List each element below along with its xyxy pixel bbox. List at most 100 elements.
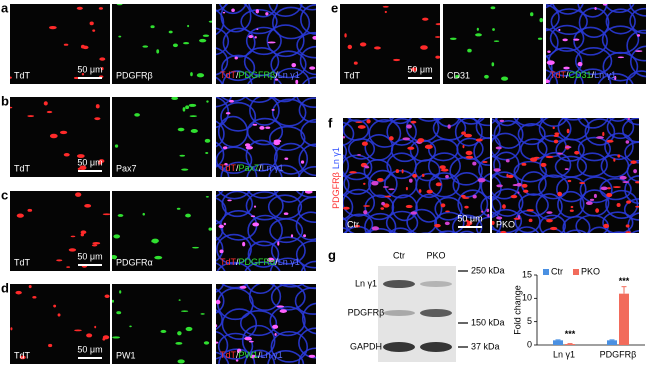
image-label: PDGFRβ bbox=[116, 70, 153, 80]
micrograph-signal bbox=[114, 97, 211, 171]
micrograph-signal bbox=[216, 97, 316, 177]
merge-label: TdT/PDGFRβ/Ln γ1 bbox=[220, 70, 300, 80]
merge-label-part: / bbox=[592, 70, 595, 80]
significance: *** bbox=[565, 329, 576, 339]
blot-row-label: PDGFRβ bbox=[348, 307, 385, 317]
micrograph bbox=[340, 4, 440, 84]
panel-letter: e bbox=[331, 0, 338, 15]
image-label: TdT bbox=[344, 70, 361, 80]
micrograph-signal bbox=[10, 101, 105, 171]
merge-label-part: TdT bbox=[220, 70, 237, 80]
merge-label: TdT/PW1/Ln γ1 bbox=[220, 350, 283, 360]
merge-label: TdT/CD31/Ln γ1 bbox=[550, 70, 616, 80]
panel-letter: b bbox=[1, 93, 9, 108]
image-label: TdT bbox=[14, 163, 31, 173]
blot-row-label: GAPDH bbox=[350, 341, 382, 351]
merge-label-part: / bbox=[275, 70, 278, 80]
merge-label-part: / bbox=[258, 350, 261, 360]
x-tick-label: Ln γ1 bbox=[553, 349, 575, 359]
panel-letter: c bbox=[1, 187, 8, 202]
legend-label: PKO bbox=[581, 266, 600, 276]
merge-label-part: / bbox=[259, 163, 262, 173]
micrograph bbox=[216, 284, 316, 364]
side-label: PDGFRβ Ln γ1 bbox=[331, 147, 341, 209]
merge-label-part: TdT bbox=[220, 350, 237, 360]
y-axis-label: Fold change bbox=[512, 285, 522, 335]
merge-label-part: / bbox=[236, 257, 239, 267]
blot-column-label: PKO bbox=[426, 250, 445, 260]
micrograph-signal bbox=[112, 195, 212, 260]
micrograph-signal bbox=[449, 6, 543, 81]
micrograph bbox=[10, 284, 110, 364]
image-label: PDGFRα bbox=[116, 257, 153, 267]
blot-band bbox=[383, 342, 415, 352]
merge-label-part: / bbox=[236, 163, 239, 173]
micrograph bbox=[112, 97, 212, 177]
side-label-part: Ln γ1 bbox=[331, 147, 341, 169]
merge-label-part: PW1 bbox=[239, 350, 259, 360]
scale-bar-label: 50 μm bbox=[77, 251, 102, 261]
panel-letter: d bbox=[1, 280, 9, 295]
micrograph-signal bbox=[492, 118, 639, 233]
bar bbox=[607, 340, 617, 345]
panel-letter: g bbox=[328, 247, 336, 262]
merge-label-part: TdT bbox=[550, 70, 567, 80]
y-tick-label: 15 bbox=[522, 269, 532, 279]
scale-bar-label: 50 μm bbox=[77, 64, 102, 74]
bar bbox=[619, 293, 629, 345]
image-label: PKO bbox=[496, 219, 515, 229]
side-label-part: PDGFRβ bbox=[331, 172, 341, 209]
y-tick-label: 5 bbox=[527, 316, 532, 326]
merge-label-part: / bbox=[236, 350, 239, 360]
merge-label-part: Ln γ1 bbox=[594, 70, 616, 80]
image-label: PW1 bbox=[116, 350, 136, 360]
micrograph bbox=[443, 4, 543, 84]
merge-label-part: / bbox=[566, 70, 569, 80]
micrograph bbox=[10, 191, 110, 271]
merge-label-part: CD31 bbox=[569, 70, 592, 80]
blot-band bbox=[420, 342, 452, 352]
legend-swatch bbox=[543, 269, 549, 275]
merge-label: TdT/Pax7/Ln γ1 bbox=[220, 163, 284, 173]
micrograph bbox=[10, 97, 110, 177]
blot-row-label: Ln γ1 bbox=[355, 278, 377, 288]
micrograph bbox=[112, 284, 212, 364]
panel-letter: f bbox=[328, 115, 333, 130]
micrograph-signal bbox=[344, 5, 440, 72]
bar bbox=[553, 340, 563, 345]
micrograph-signal bbox=[216, 191, 316, 271]
blot-band bbox=[420, 281, 452, 287]
blot-band bbox=[383, 280, 415, 288]
micrograph bbox=[112, 4, 212, 84]
y-tick-label: 10 bbox=[522, 293, 532, 303]
blot-band bbox=[420, 309, 452, 317]
scale-bar-label: 50 μm bbox=[77, 344, 102, 354]
x-tick-label: PDGFRβ bbox=[600, 349, 637, 359]
blot-band bbox=[383, 310, 415, 316]
marker-label: 250 kDa bbox=[471, 265, 505, 275]
panel-letter: a bbox=[1, 0, 9, 15]
merge-label-part: Pax7 bbox=[239, 163, 260, 173]
merge-label-part: TdT bbox=[220, 163, 237, 173]
merge-label-part: PDGFRα bbox=[239, 257, 276, 267]
micrograph-signal bbox=[216, 284, 316, 364]
micrograph-signal bbox=[10, 6, 106, 79]
merge-label-part: / bbox=[236, 70, 239, 80]
merge-label-part: TdT bbox=[220, 257, 237, 267]
scale-bar-label: 50 μm bbox=[457, 213, 482, 223]
merge-label-part: Ln γ1 bbox=[278, 70, 300, 80]
y-tick-label: 0 bbox=[527, 339, 532, 349]
merge-label-part: Ln γ1 bbox=[278, 257, 300, 267]
significance: *** bbox=[619, 276, 630, 286]
image-label: Pax7 bbox=[116, 163, 137, 173]
merge-label-part: / bbox=[275, 257, 278, 267]
micrograph-signal bbox=[546, 4, 646, 84]
micrograph-signal bbox=[112, 290, 210, 364]
image-label: TdT bbox=[14, 257, 31, 267]
legend-label: Ctr bbox=[551, 266, 563, 276]
image-label: TdT bbox=[14, 70, 31, 80]
micrograph-signal bbox=[10, 285, 110, 360]
marker-label: 37 kDa bbox=[471, 341, 500, 351]
